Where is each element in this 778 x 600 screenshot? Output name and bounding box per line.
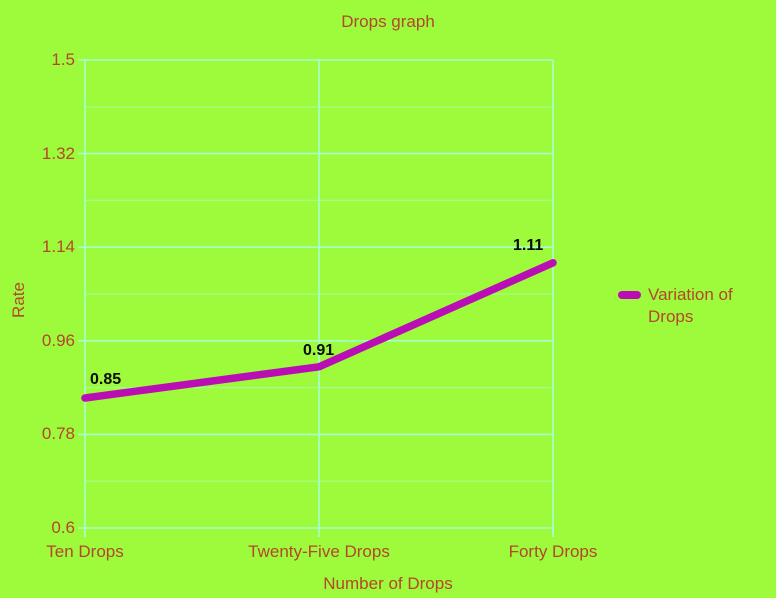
- x-category-label: Forty Drops: [508, 542, 598, 561]
- y-tick-label: 1.14: [41, 237, 75, 257]
- y-tick-label: 0.6: [51, 518, 75, 537]
- x-category-label: Twenty-Five Drops: [248, 542, 390, 561]
- legend-line-marker: [618, 291, 641, 299]
- data-point-label: 0.91: [303, 341, 335, 359]
- legend-label: Variation of Drops: [648, 285, 733, 326]
- y-tick-label: 0.78: [41, 424, 75, 444]
- legend: Variation of Drops: [618, 284, 750, 328]
- chart-title: Drops graph: [341, 12, 435, 31]
- y-tick-label: 1.32: [41, 143, 75, 163]
- x-category-label: Ten Drops: [46, 542, 124, 561]
- y-tick-label: 0.96: [41, 330, 75, 350]
- data-point-label: 0.85: [90, 371, 122, 388]
- x-axis-title: Number of Drops: [323, 574, 453, 593]
- y-axis-title: Rate: [9, 282, 28, 318]
- y-tick-label: 1.5: [51, 50, 75, 69]
- data-point-label: 1.11: [513, 236, 544, 254]
- series-line: [81, 259, 557, 402]
